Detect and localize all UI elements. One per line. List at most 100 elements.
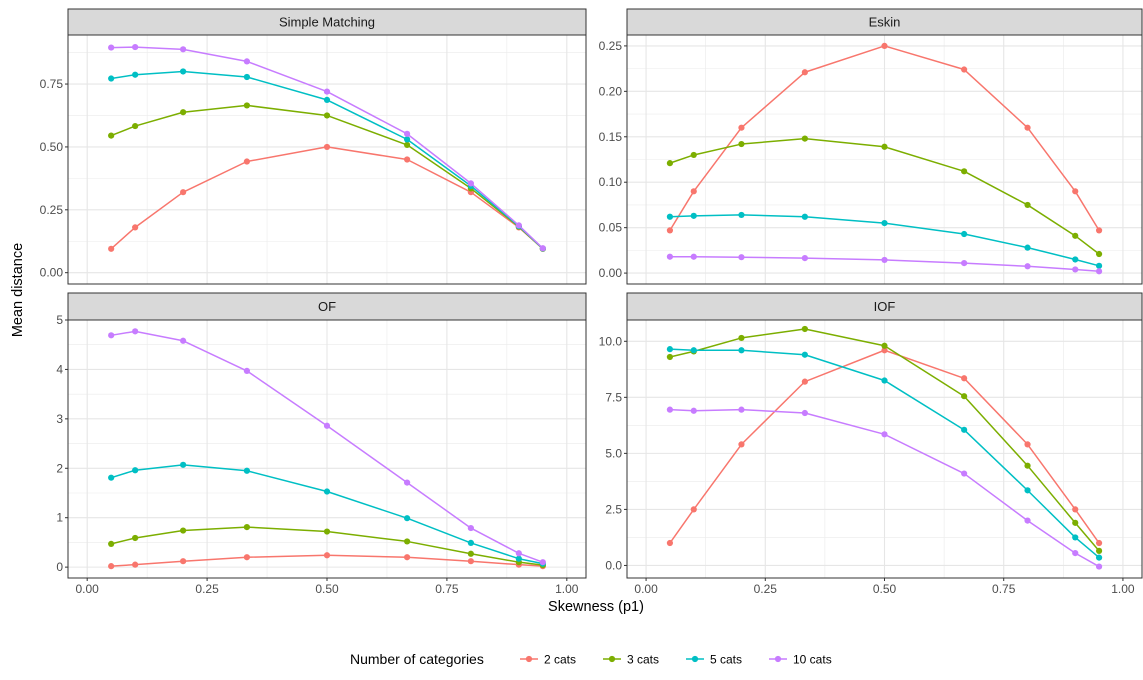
legend-label-5-cats: 5 cats	[710, 653, 742, 667]
data-point-eskin-5-cats	[1072, 256, 1079, 263]
x-axis-title: Skewness (p1)	[548, 599, 644, 615]
data-point-iof-10-cats	[738, 406, 745, 413]
data-point-of-5-cats	[108, 474, 115, 481]
panel-border-simple-matching	[67, 34, 587, 285]
data-point-of-3-cats	[467, 550, 474, 557]
data-point-iof-5-cats	[881, 377, 888, 384]
data-point-simple-matching-2-cats	[403, 156, 411, 163]
y-tick-label: 0.75	[40, 77, 64, 91]
data-point-of-5-cats	[467, 539, 474, 547]
data-point-iof-10-cats	[1095, 563, 1103, 570]
data-point-simple-matching-2-cats	[132, 224, 139, 231]
data-point-simple-matching-5-cats	[108, 75, 115, 82]
data-point-eskin-3-cats	[1095, 250, 1103, 258]
data-point-iof-2-cats	[801, 378, 808, 385]
legend-key-point-3-cats	[608, 655, 616, 663]
data-point-simple-matching-10-cats	[323, 88, 331, 95]
legend-key-point-10-cats	[774, 655, 782, 663]
strip-label-eskin: Eskin	[869, 15, 901, 30]
strip-label-iof: IOF	[874, 299, 896, 314]
data-point-iof-3-cats	[1024, 462, 1031, 469]
data-point-eskin-5-cats	[666, 213, 674, 220]
data-point-simple-matching-10-cats	[243, 58, 251, 65]
data-point-simple-matching-2-cats	[180, 189, 187, 196]
strip-simple-matching	[67, 8, 587, 36]
y-tick-label: 7.5	[605, 390, 622, 404]
data-point-simple-matching-10-cats	[403, 130, 411, 137]
data-point-of-5-cats	[515, 555, 522, 562]
data-point-of-10-cats	[243, 367, 251, 375]
y-tick-label: 0	[56, 560, 63, 574]
data-point-eskin-5-cats	[1024, 244, 1031, 251]
y-tick-label: 0.15	[599, 130, 623, 144]
data-point-of-2-cats	[180, 558, 187, 565]
x-tick-label: 0.75	[992, 582, 1016, 596]
x-tick-label: 0.75	[435, 582, 459, 596]
data-point-eskin-10-cats	[1095, 268, 1103, 275]
data-point-eskin-10-cats	[1072, 266, 1079, 273]
data-point-eskin-3-cats	[738, 140, 745, 148]
data-point-simple-matching-3-cats	[132, 122, 139, 130]
data-point-simple-matching-3-cats	[180, 109, 187, 116]
data-point-of-5-cats	[403, 515, 411, 522]
data-point-of-2-cats	[467, 558, 474, 565]
y-tick-label: 0.25	[599, 39, 623, 53]
legend-key-point-5-cats	[691, 655, 699, 663]
data-point-of-10-cats	[108, 332, 115, 339]
data-point-iof-10-cats	[881, 431, 888, 438]
data-point-eskin-3-cats	[1024, 201, 1031, 209]
data-point-eskin-3-cats	[801, 135, 808, 142]
data-point-of-2-cats	[132, 561, 139, 568]
data-point-eskin-5-cats	[738, 211, 745, 219]
y-tick-label: 2.5	[605, 502, 622, 516]
data-point-eskin-5-cats	[961, 230, 968, 238]
data-point-simple-matching-10-cats	[132, 43, 139, 51]
data-point-simple-matching-5-cats	[403, 136, 411, 143]
data-point-iof-10-cats	[801, 409, 808, 417]
data-point-of-10-cats	[323, 422, 331, 429]
data-point-of-10-cats	[515, 550, 522, 557]
data-point-simple-matching-2-cats	[108, 245, 115, 252]
data-point-simple-matching-5-cats	[132, 71, 139, 78]
strip-label-simple-matching: Simple Matching	[279, 15, 375, 30]
data-point-iof-2-cats	[1024, 441, 1031, 448]
data-point-iof-5-cats	[738, 347, 745, 354]
data-point-eskin-3-cats	[690, 151, 697, 159]
y-tick-label: 5	[56, 313, 63, 327]
y-tick-label: 4	[56, 362, 63, 376]
data-point-iof-5-cats	[690, 347, 697, 354]
data-point-eskin-10-cats	[961, 259, 968, 267]
legend-title: Number of categories	[350, 651, 484, 667]
data-point-simple-matching-2-cats	[243, 158, 251, 165]
data-point-iof-2-cats	[738, 441, 745, 448]
data-point-of-3-cats	[243, 523, 251, 531]
data-point-of-10-cats	[180, 337, 187, 344]
data-point-of-2-cats	[108, 563, 115, 570]
y-tick-label: 0.20	[599, 84, 623, 98]
data-point-simple-matching-10-cats	[467, 180, 474, 187]
data-point-iof-5-cats	[1095, 554, 1103, 561]
data-point-of-10-cats	[467, 524, 474, 532]
data-point-iof-3-cats	[738, 334, 745, 342]
y-tick-label: 0.05	[599, 221, 623, 235]
strip-label-of: OF	[318, 299, 336, 314]
data-point-of-5-cats	[180, 461, 187, 468]
data-point-eskin-2-cats	[690, 188, 697, 195]
y-tick-label: 2	[56, 461, 63, 475]
legend-key-point-2-cats	[525, 655, 533, 663]
data-point-iof-3-cats	[1072, 519, 1079, 526]
data-point-of-3-cats	[108, 540, 115, 547]
x-tick-label: 1.00	[555, 582, 579, 596]
data-point-iof-10-cats	[1024, 517, 1031, 524]
data-point-simple-matching-3-cats	[403, 141, 411, 149]
y-tick-label: 0.50	[40, 140, 64, 154]
data-point-iof-5-cats	[1024, 487, 1031, 494]
data-point-simple-matching-10-cats	[539, 245, 546, 252]
data-point-eskin-3-cats	[961, 168, 968, 175]
legend-label-2-cats: 2 cats	[544, 653, 576, 667]
data-point-eskin-10-cats	[666, 253, 674, 260]
data-point-of-2-cats	[243, 554, 251, 561]
legend-label-10-cats: 10 cats	[793, 653, 832, 667]
